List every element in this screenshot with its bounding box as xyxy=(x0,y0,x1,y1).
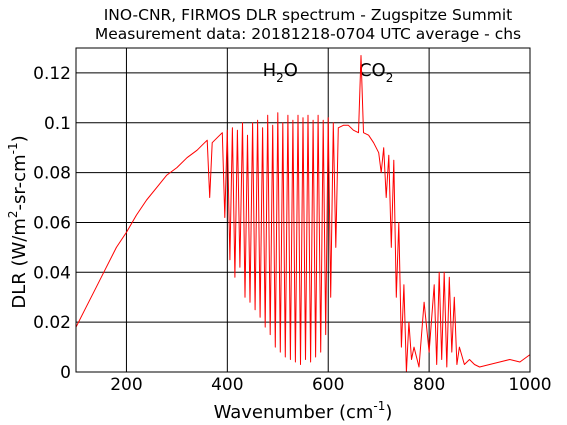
x-tick-label: 200 xyxy=(110,375,142,395)
y-ticks: 0 0.02 0.04 0.06 0.08 0.1 0.12 xyxy=(33,64,71,383)
grid xyxy=(76,48,531,373)
y-tick-label: 0.1 xyxy=(44,114,71,134)
dlr-spectrum-line xyxy=(75,55,531,373)
y-tick-label: 0.06 xyxy=(33,213,71,233)
y-tick-label: 0.08 xyxy=(33,164,71,184)
y-tick-label: 0.04 xyxy=(33,263,71,283)
y-tick-label: 0.02 xyxy=(33,313,71,333)
band-label: CO2 xyxy=(359,60,393,85)
x-axis-label: Wavenumber (cm-1) xyxy=(214,399,393,423)
plot-frame xyxy=(75,47,531,373)
plot-series xyxy=(75,55,531,373)
x-tick-label: 400 xyxy=(211,375,243,395)
chart-subtitle: Measurement data: 20181218-0704 UTC aver… xyxy=(95,25,521,43)
y-axis-label: DLR (W/m2-sr-cm-1) xyxy=(6,135,30,308)
x-tick-label: 1000 xyxy=(508,375,551,395)
x-ticks: 200 400 600 800 1000 xyxy=(110,375,551,395)
x-tick-label: 800 xyxy=(413,375,445,395)
band-label: H2O xyxy=(263,60,298,85)
x-tick-label: 600 xyxy=(312,375,344,395)
y-tick-label: 0.12 xyxy=(33,64,71,84)
chart-title: INO-CNR, FIRMOS DLR spectrum - Zugspitze… xyxy=(104,6,513,24)
y-tick-label: 0 xyxy=(60,363,71,383)
band-annotations: H2O CO2 xyxy=(263,60,394,85)
